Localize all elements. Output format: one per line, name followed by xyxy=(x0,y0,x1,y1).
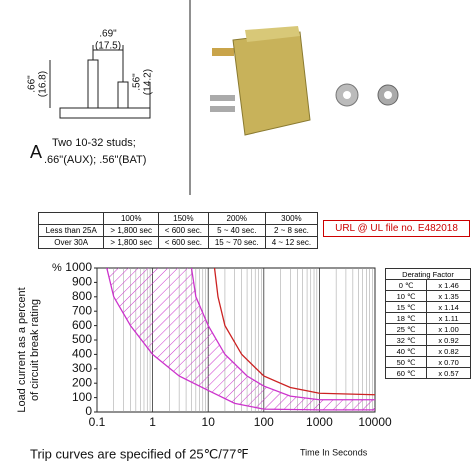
x-axis-label: Time In Seconds xyxy=(300,447,368,457)
dim: (16.8) xyxy=(38,71,49,97)
caption: .66"(AUX); .56"(BAT) xyxy=(44,154,146,166)
header-cell: 200% xyxy=(207,212,266,225)
cell: 15 ~ 70 sec. xyxy=(207,236,266,249)
cell: < 600 sec. xyxy=(158,236,209,249)
row: 15 ℃ x 1.14 xyxy=(384,301,471,313)
cell: x 0.92 xyxy=(426,334,471,346)
row: 10 ℃ x 1.35 xyxy=(384,290,471,302)
cell: Over 30A xyxy=(37,236,105,249)
spec-table: 100% 150% 200% 300% Less than 25A > 1,800 sec… xyxy=(37,212,319,249)
row: 60 ℃ x 0.57 xyxy=(384,367,471,379)
hatched-band xyxy=(106,268,375,410)
y-tick-label: 900 xyxy=(72,275,92,289)
dimension-drawing xyxy=(49,0,191,195)
x-tick-label: 10000 xyxy=(358,415,392,429)
footer: Trip curves are specified of 25℃/77℉ xyxy=(30,446,249,461)
cell: 2 ~ 8 sec. xyxy=(264,224,319,237)
cell: x 0.70 xyxy=(426,356,471,368)
y-tick-label: 800 xyxy=(72,289,92,303)
y-tick-label: 300 xyxy=(72,361,92,375)
row: 100% 150% 200% 300% xyxy=(37,212,319,225)
cell: x 1.14 xyxy=(426,301,471,313)
row: 18 ℃ x 1.11 xyxy=(384,312,471,324)
curve xyxy=(106,268,375,411)
row: Derating Factor xyxy=(385,268,471,280)
row: 25 ℃ x 1.00 xyxy=(384,323,471,335)
dim: .66" xyxy=(27,75,38,93)
row: 40 ℃ x 0.82 xyxy=(384,345,471,357)
y-tick-label: 200 xyxy=(72,375,92,389)
cell: > 1,800 sec xyxy=(103,224,160,237)
cell: x 1.00 xyxy=(426,323,471,335)
x-tick-label: 1000 xyxy=(306,415,333,429)
plot-area xyxy=(106,268,375,411)
y-tick-label: 100 xyxy=(72,390,92,404)
cell: x 1.46 xyxy=(426,279,471,291)
cell: 10 ℃ xyxy=(384,290,428,302)
cell: 32 ℃ xyxy=(384,334,428,346)
row: 32 ℃ x 0.92 xyxy=(384,334,471,346)
corner xyxy=(37,212,105,225)
y-tick-label: 700 xyxy=(72,303,92,317)
cell: x 1.35 xyxy=(426,290,471,302)
x-tick-label: 0.1 xyxy=(89,415,106,429)
dim: (14.2) xyxy=(143,69,154,95)
cell: x 1.11 xyxy=(426,312,471,324)
chart: 0.1 1 10 100 1000 100000100200300400500600700… xyxy=(16,260,392,461)
cell: 4 ~ 12 sec. xyxy=(264,236,319,249)
y-tick-label: 1000 xyxy=(65,260,92,274)
label: A xyxy=(30,142,42,162)
caption: Two 10-32 studs; xyxy=(52,137,136,149)
derating-table: Derating Factor 0 ℃ x 1.46 10 ℃ x 1.35 15 ℃ x … xyxy=(384,268,471,379)
x-tick-label: 10 xyxy=(202,415,216,429)
dim: (17.5) xyxy=(95,41,121,52)
row: Over 30A > 1,800 sec < 600 sec. 15 ~ 70 sec… xyxy=(37,236,319,249)
header-cell: Derating Factor xyxy=(385,268,471,280)
x-tick-label: 100 xyxy=(254,415,274,429)
cell: 15 ℃ xyxy=(384,301,428,313)
product-photo xyxy=(210,26,399,136)
curve xyxy=(190,268,375,401)
cell: > 1,800 sec xyxy=(103,236,160,249)
header-cell: 150% xyxy=(158,212,209,225)
url-note: URL @ UL file no. E482018 xyxy=(323,220,470,237)
cell: 50 ℃ xyxy=(384,356,428,368)
cell: x 0.57 xyxy=(426,367,471,379)
y-tick-label: 600 xyxy=(72,318,92,332)
cell: 40 ℃ xyxy=(384,345,428,357)
row: 50 ℃ x 0.70 xyxy=(384,356,471,368)
cell: 25 ℃ xyxy=(384,323,428,335)
y-tick-label: 400 xyxy=(72,347,92,361)
cell: 18 ℃ xyxy=(384,312,428,324)
y-axis-label: of circuit break rating xyxy=(29,299,41,401)
cell: 0 ℃ xyxy=(384,279,428,291)
cell: 60 ℃ xyxy=(384,367,428,379)
y-tick-label: 500 xyxy=(72,332,92,346)
x-tick-label: 1 xyxy=(149,415,156,429)
y-axis-label: Load current as a percent xyxy=(16,287,28,412)
curve xyxy=(213,268,375,396)
cell: 5 ~ 40 sec. xyxy=(207,224,266,237)
dim: .69" xyxy=(99,29,117,40)
header-cell: 300% xyxy=(264,212,319,225)
cell: < 600 sec. xyxy=(158,224,209,237)
cell: x 0.82 xyxy=(426,345,471,357)
y-tick-label: 0 xyxy=(85,404,92,418)
y-unit: % xyxy=(52,262,62,274)
header-cell: 100% xyxy=(103,212,160,225)
row: Less than 25A > 1,800 sec < 600 sec. 5 ~ 40… xyxy=(37,224,319,237)
cell: Less than 25A xyxy=(37,224,105,237)
dim: .56" xyxy=(132,73,143,91)
row: 0 ℃ x 1.46 xyxy=(384,279,471,291)
